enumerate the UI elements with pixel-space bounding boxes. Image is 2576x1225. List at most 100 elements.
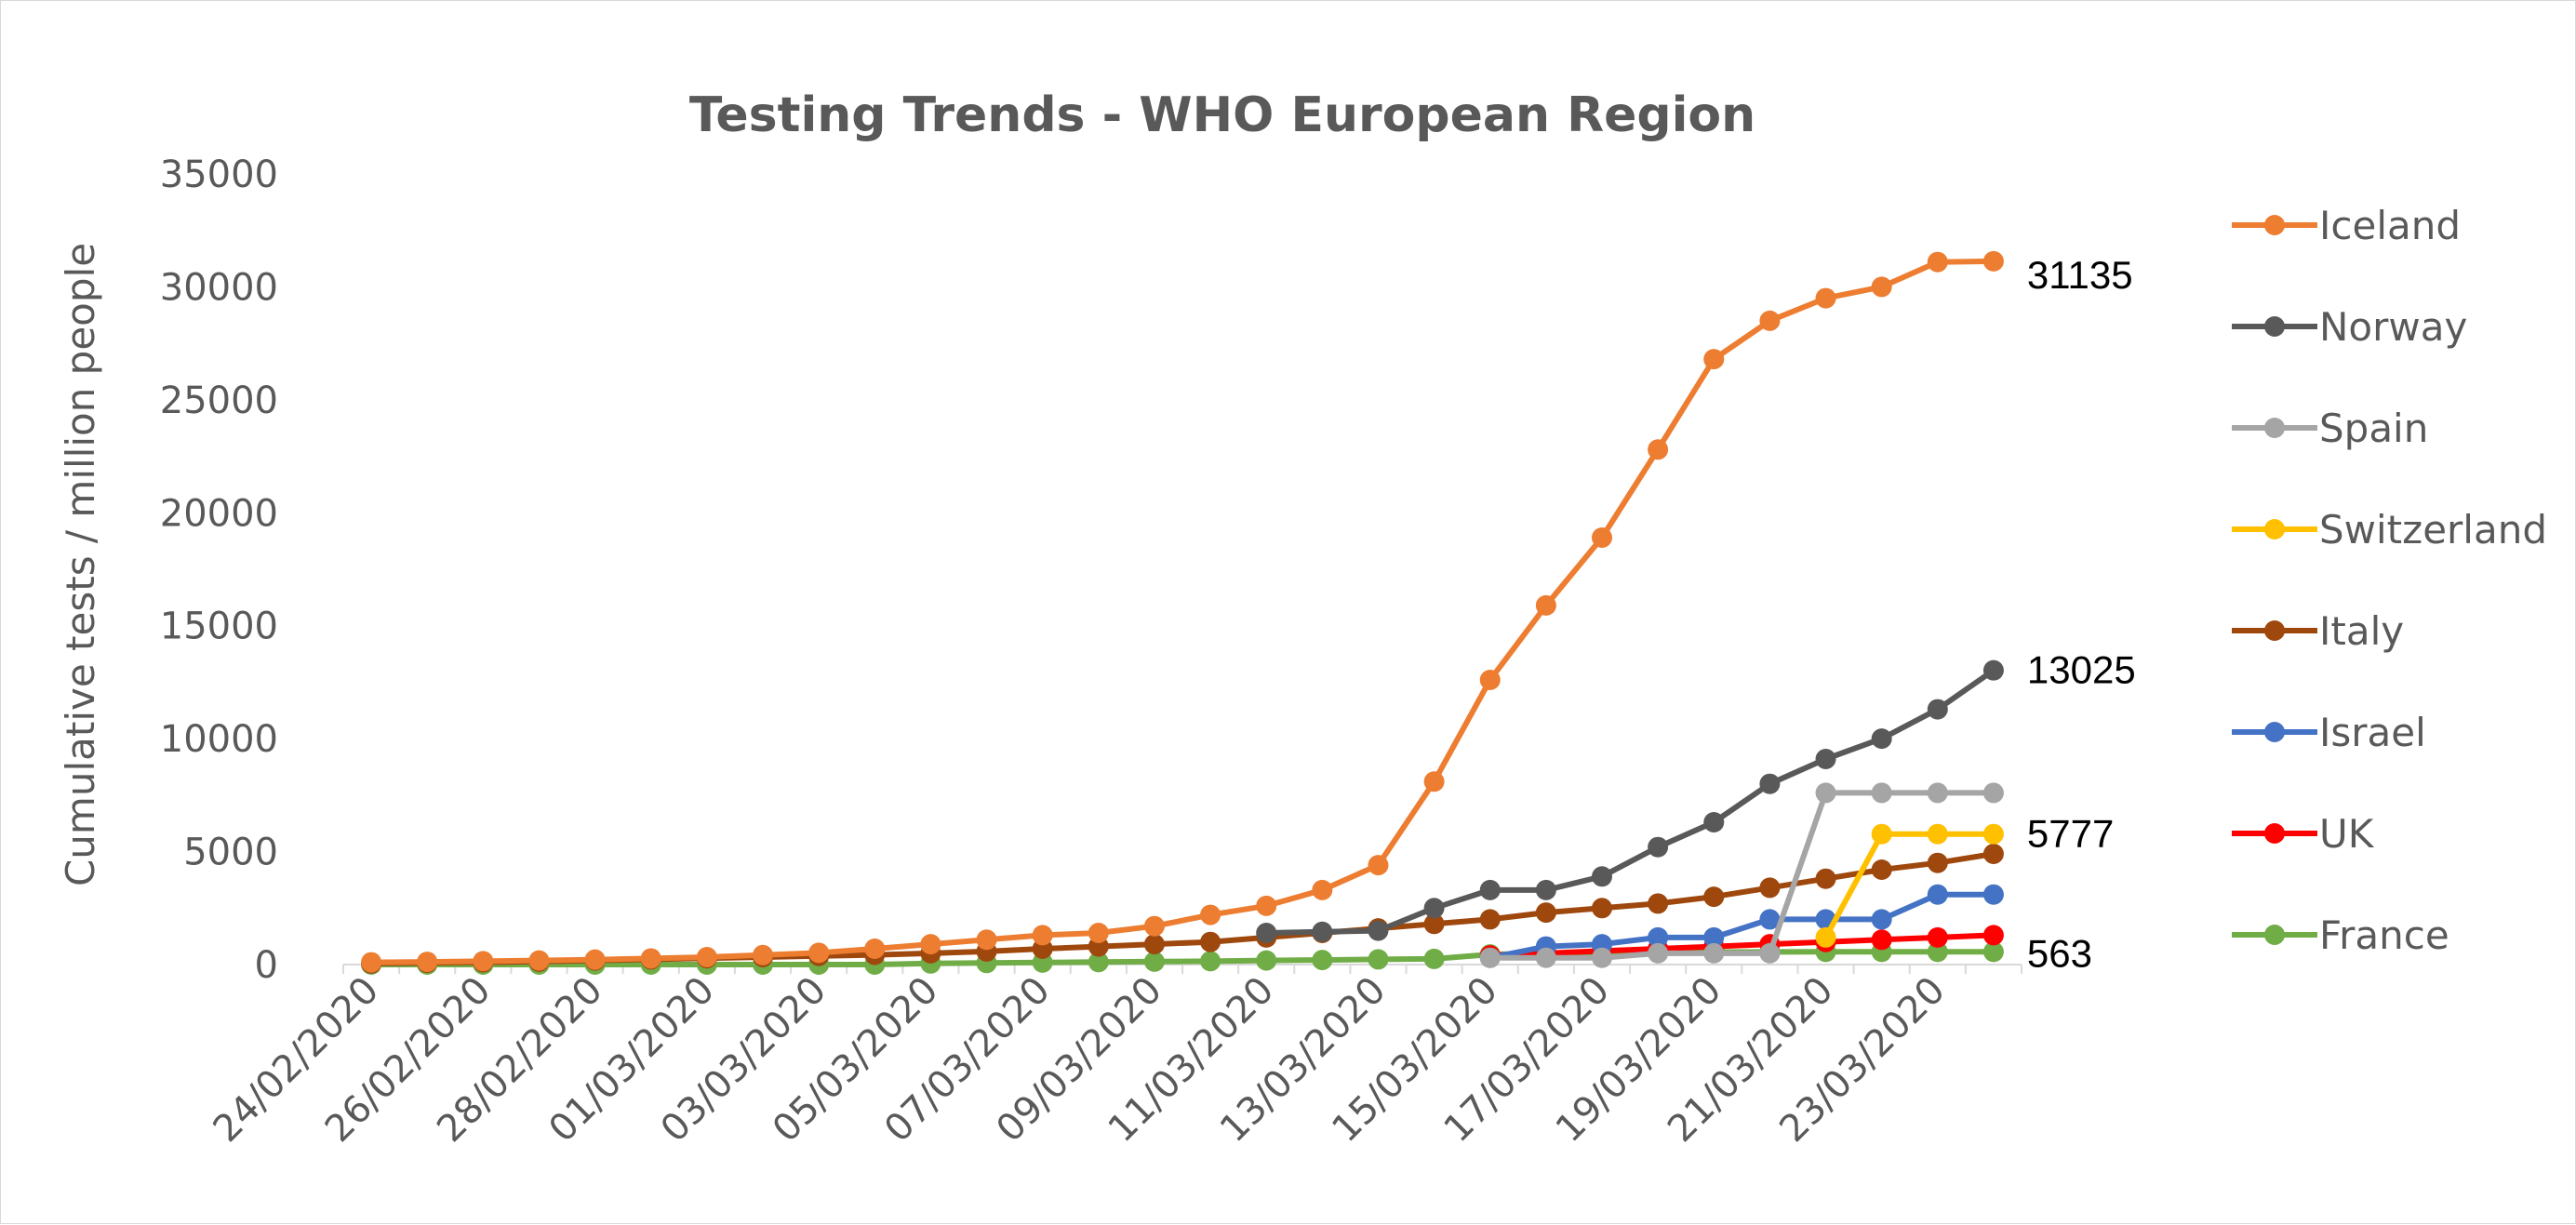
data-point bbox=[1088, 923, 1109, 943]
legend-item-uk: UK bbox=[2232, 811, 2375, 857]
data-point bbox=[1032, 925, 1053, 946]
series-layer bbox=[361, 250, 2004, 975]
series-line bbox=[1822, 831, 1994, 939]
legend: Iceland Norway Spain Switzerland Italy Israel… bbox=[2232, 203, 2547, 958]
data-point bbox=[1143, 951, 1165, 972]
data-point bbox=[1256, 895, 1277, 916]
data-point bbox=[1423, 898, 1445, 919]
data-point bbox=[1256, 923, 1277, 943]
data-point bbox=[1143, 934, 1165, 955]
data-point bbox=[1982, 659, 2004, 681]
data-point bbox=[1368, 949, 1389, 970]
data-point bbox=[1535, 594, 1556, 616]
chart-title: Testing Trends - WHO European Region bbox=[689, 87, 1755, 143]
series-spain bbox=[1479, 782, 2004, 968]
data-point bbox=[1592, 866, 1612, 887]
legend-swatch-marker bbox=[2264, 925, 2285, 945]
data-point bbox=[1927, 782, 1948, 804]
data-point bbox=[1200, 904, 1221, 925]
data-point bbox=[1982, 250, 2004, 272]
data-point bbox=[1312, 950, 1333, 971]
legend-label: UK bbox=[2319, 811, 2375, 857]
legend-swatch-marker bbox=[2264, 823, 2285, 844]
y-axis-ticks: 0 5000 10000 15000 20000 25000 30000 35000 bbox=[160, 153, 278, 987]
data-point bbox=[473, 951, 494, 972]
data-point bbox=[1479, 670, 1501, 690]
y-tick-label: 5000 bbox=[183, 832, 278, 874]
end-value-label: 13025 bbox=[2027, 648, 2136, 692]
data-point bbox=[1759, 877, 1781, 899]
data-point bbox=[1815, 749, 1836, 769]
data-point bbox=[976, 929, 997, 951]
data-point bbox=[1703, 812, 1725, 832]
data-point bbox=[1143, 915, 1165, 937]
data-point bbox=[1927, 941, 1948, 963]
legend-swatch-marker bbox=[2264, 418, 2285, 438]
data-point bbox=[1927, 852, 1948, 873]
y-tick-label: 15000 bbox=[160, 606, 278, 648]
data-point bbox=[1479, 879, 1501, 900]
data-point bbox=[1648, 942, 1669, 964]
data-point bbox=[1312, 879, 1333, 900]
data-point bbox=[361, 952, 382, 973]
data-point bbox=[1648, 893, 1669, 914]
data-point bbox=[1703, 886, 1725, 908]
data-point bbox=[1423, 948, 1445, 969]
data-point bbox=[1479, 947, 1501, 968]
y-axis-label: Cumulative tests / million people bbox=[58, 243, 103, 886]
series-line bbox=[1489, 932, 1995, 959]
end-labels: 31135 13025 5777 563 bbox=[2027, 253, 2136, 975]
data-point bbox=[864, 939, 886, 959]
data-point bbox=[1592, 947, 1612, 968]
data-point bbox=[1648, 836, 1669, 858]
data-point bbox=[1871, 823, 1892, 845]
data-point bbox=[1423, 771, 1445, 792]
y-tick-label: 20000 bbox=[160, 492, 278, 535]
data-point bbox=[1759, 909, 1781, 930]
data-point bbox=[1982, 925, 2004, 946]
data-point bbox=[1368, 855, 1389, 876]
data-point bbox=[584, 949, 606, 970]
data-point bbox=[1871, 929, 1892, 951]
data-point bbox=[920, 934, 941, 955]
data-point bbox=[1703, 349, 1725, 370]
y-tick-label: 30000 bbox=[160, 266, 278, 309]
data-point bbox=[1423, 913, 1445, 935]
data-point bbox=[1592, 527, 1612, 548]
data-point bbox=[1759, 942, 1781, 964]
data-point bbox=[1592, 898, 1612, 919]
series-norway bbox=[1256, 659, 2004, 943]
data-point bbox=[417, 952, 438, 973]
data-point bbox=[808, 942, 830, 964]
end-value-label: 563 bbox=[2027, 931, 2092, 975]
legend-label: Norway bbox=[2319, 304, 2467, 350]
data-point bbox=[1815, 868, 1836, 889]
data-point bbox=[1927, 699, 1948, 720]
data-point bbox=[1648, 439, 1669, 460]
data-point bbox=[1759, 773, 1781, 794]
data-point bbox=[1368, 920, 1389, 941]
y-tick-label: 0 bbox=[255, 944, 278, 987]
data-point bbox=[1927, 926, 1948, 948]
data-point bbox=[528, 950, 550, 971]
legend-label: Iceland bbox=[2319, 203, 2461, 248]
data-point bbox=[753, 944, 773, 965]
x-axis-ticks: 24/02/202026/02/202028/02/202001/03/2020… bbox=[206, 965, 2022, 1151]
data-point bbox=[1982, 941, 2004, 963]
data-point bbox=[1871, 909, 1892, 930]
y-tick-label: 25000 bbox=[160, 379, 278, 422]
data-point bbox=[1256, 950, 1277, 971]
series-line bbox=[371, 258, 1994, 965]
legend-swatch-marker bbox=[2264, 316, 2285, 337]
y-tick-label: 10000 bbox=[160, 718, 278, 761]
legend-swatch-marker bbox=[2264, 519, 2285, 539]
data-point bbox=[1815, 926, 1836, 948]
legend-swatch-marker bbox=[2264, 620, 2285, 641]
data-point bbox=[1703, 942, 1725, 964]
data-point bbox=[1312, 921, 1333, 942]
data-point bbox=[1200, 931, 1221, 952]
data-point bbox=[696, 946, 717, 967]
data-point bbox=[1759, 310, 1781, 331]
series-line bbox=[1489, 891, 1994, 961]
